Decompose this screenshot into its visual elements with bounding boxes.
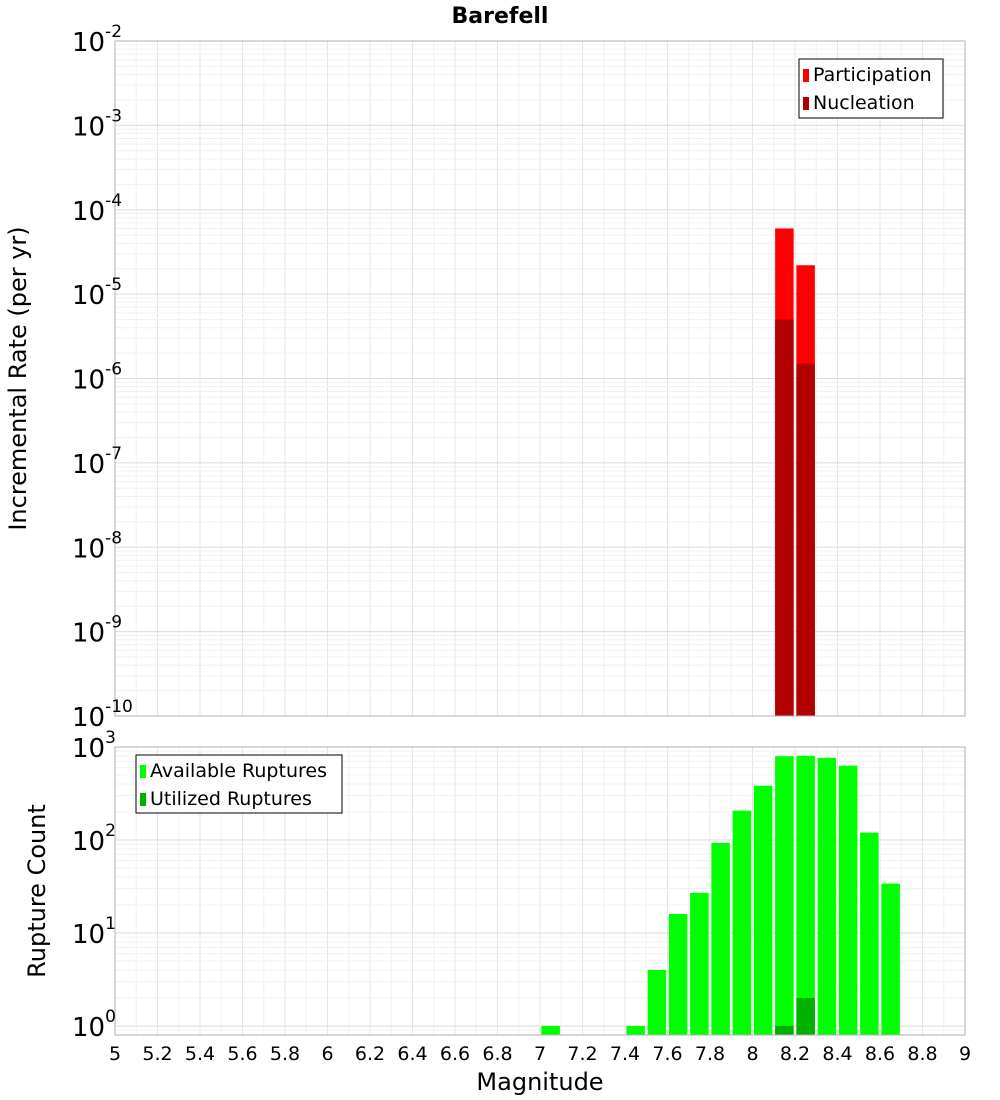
bottom-x-tick-label: 8.2 bbox=[780, 1043, 810, 1065]
bottom-y-axis-label: Rupture Count bbox=[23, 804, 51, 978]
top-y-tick-label: 10-5 bbox=[72, 275, 122, 311]
top-legend-label: Nucleation bbox=[813, 92, 915, 114]
bottom-bar-primary bbox=[541, 1025, 560, 1035]
bottom-legend: Available Ruptures Utilized Ruptures bbox=[135, 754, 343, 814]
top-legend: Participation Nucleation bbox=[798, 58, 944, 119]
bottom-legend-label: Utilized Ruptures bbox=[150, 788, 312, 810]
bottom-bar-primary bbox=[817, 757, 837, 1035]
top-y-tick-label: 10-7 bbox=[72, 444, 122, 480]
top-y-axis-label: Incremental Rate (per yr) bbox=[4, 226, 32, 530]
bottom-legend-label: Available Ruptures bbox=[150, 760, 327, 782]
bottom-x-tick-label: 6.8 bbox=[482, 1043, 512, 1065]
top-y-tick-label: 10-6 bbox=[72, 360, 122, 396]
bottom-bar-secondary bbox=[775, 1025, 794, 1035]
bottom-bar-primary bbox=[860, 832, 879, 1035]
chart-title: Barefell bbox=[452, 4, 549, 29]
bottom-bar-primary bbox=[753, 785, 773, 1035]
bottom-legend-swatch bbox=[140, 793, 146, 806]
top-gridlines bbox=[114, 40, 966, 717]
bottom-x-tick-label: 5 bbox=[109, 1043, 121, 1065]
bottom-x-tick-label: 9 bbox=[959, 1043, 971, 1065]
top-bars bbox=[775, 228, 815, 716]
bottom-bar-primary bbox=[647, 969, 667, 1035]
top-legend-swatch bbox=[803, 69, 809, 82]
top-y-tick-label: 10-9 bbox=[72, 613, 122, 649]
bottom-legend-swatch bbox=[140, 765, 146, 778]
bottom-bar-primary bbox=[690, 892, 709, 1035]
bottom-x-tick-labels: 5 5.2 5.4 5.6 5.8 6 6.2 6.4 6.6 6.8 7 7.2 7.4 7.6 7.8 8… bbox=[109, 1043, 971, 1065]
bottom-y-tick-label: 101 bbox=[72, 914, 116, 950]
bottom-bar-primary bbox=[881, 883, 900, 1035]
bottom-bar-primary bbox=[838, 765, 858, 1035]
bottom-x-tick-label: 5.4 bbox=[185, 1043, 215, 1065]
bottom-plot-frame bbox=[114, 746, 966, 1036]
bottom-x-tick-label: 7.8 bbox=[695, 1043, 725, 1065]
bottom-y-tick-label: 100 bbox=[72, 1007, 116, 1043]
bottom-x-tick-label: 5.2 bbox=[142, 1043, 172, 1065]
bottom-x-tick-label: 5.6 bbox=[227, 1043, 257, 1065]
bottom-bar-primary bbox=[775, 756, 794, 1035]
top-y-tick-label: 10-8 bbox=[72, 528, 122, 564]
top-legend-box bbox=[798, 58, 944, 119]
bottom-bar-secondary bbox=[796, 997, 815, 1035]
top-y-tick-label: 10-2 bbox=[72, 22, 122, 58]
top-legend-swatch bbox=[803, 97, 809, 110]
bottom-x-tick-label: 8 bbox=[746, 1043, 758, 1065]
bottom-x-tick-label: 7.4 bbox=[610, 1043, 640, 1065]
top-bar-secondary bbox=[796, 363, 815, 716]
bottom-y-tick-label: 103 bbox=[72, 728, 116, 764]
top-legend-label: Participation bbox=[813, 64, 932, 86]
bottom-y-tick-label: 102 bbox=[72, 821, 116, 857]
bottom-x-tick-label: 7.2 bbox=[567, 1043, 597, 1065]
bottom-x-tick-label: 6.4 bbox=[397, 1043, 427, 1065]
bottom-bars bbox=[541, 755, 900, 1035]
bottom-x-tick-label: 6.6 bbox=[440, 1043, 470, 1065]
top-y-tick-label: 10-3 bbox=[72, 106, 122, 142]
top-bar-secondary bbox=[775, 319, 794, 716]
top-plot-frame bbox=[114, 40, 966, 717]
bottom-x-tick-label: 6 bbox=[321, 1043, 333, 1065]
top-y-tick-label: 10-10 bbox=[72, 697, 133, 733]
bottom-bar-primary bbox=[796, 755, 815, 1035]
bottom-x-tick-label: 8.4 bbox=[822, 1043, 852, 1065]
bottom-bar-primary bbox=[711, 842, 730, 1035]
bottom-legend-box bbox=[135, 754, 343, 814]
bottom-x-tick-label: 5.8 bbox=[270, 1043, 300, 1065]
bottom-x-tick-label: 7.6 bbox=[652, 1043, 682, 1065]
bottom-x-tick-label: 8.8 bbox=[907, 1043, 937, 1065]
bottom-bar-primary bbox=[626, 1025, 645, 1035]
top-y-tick-label: 10-4 bbox=[72, 191, 122, 227]
bottom-y-tick-labels: 103 102 101 100 bbox=[72, 728, 116, 1043]
bottom-x-tick-label: 6.2 bbox=[355, 1043, 385, 1065]
bottom-bar-primary bbox=[668, 914, 688, 1035]
x-axis-label: Magnitude bbox=[476, 1068, 603, 1096]
top-y-tick-labels: 10-2 10-3 10-4 10-5 10-6 10-7 10-8 10-9 10-10 bbox=[72, 22, 133, 733]
bottom-x-tick-label: 8.6 bbox=[865, 1043, 895, 1065]
bottom-x-tick-label: 7 bbox=[534, 1043, 546, 1065]
bottom-bar-primary bbox=[732, 810, 752, 1035]
